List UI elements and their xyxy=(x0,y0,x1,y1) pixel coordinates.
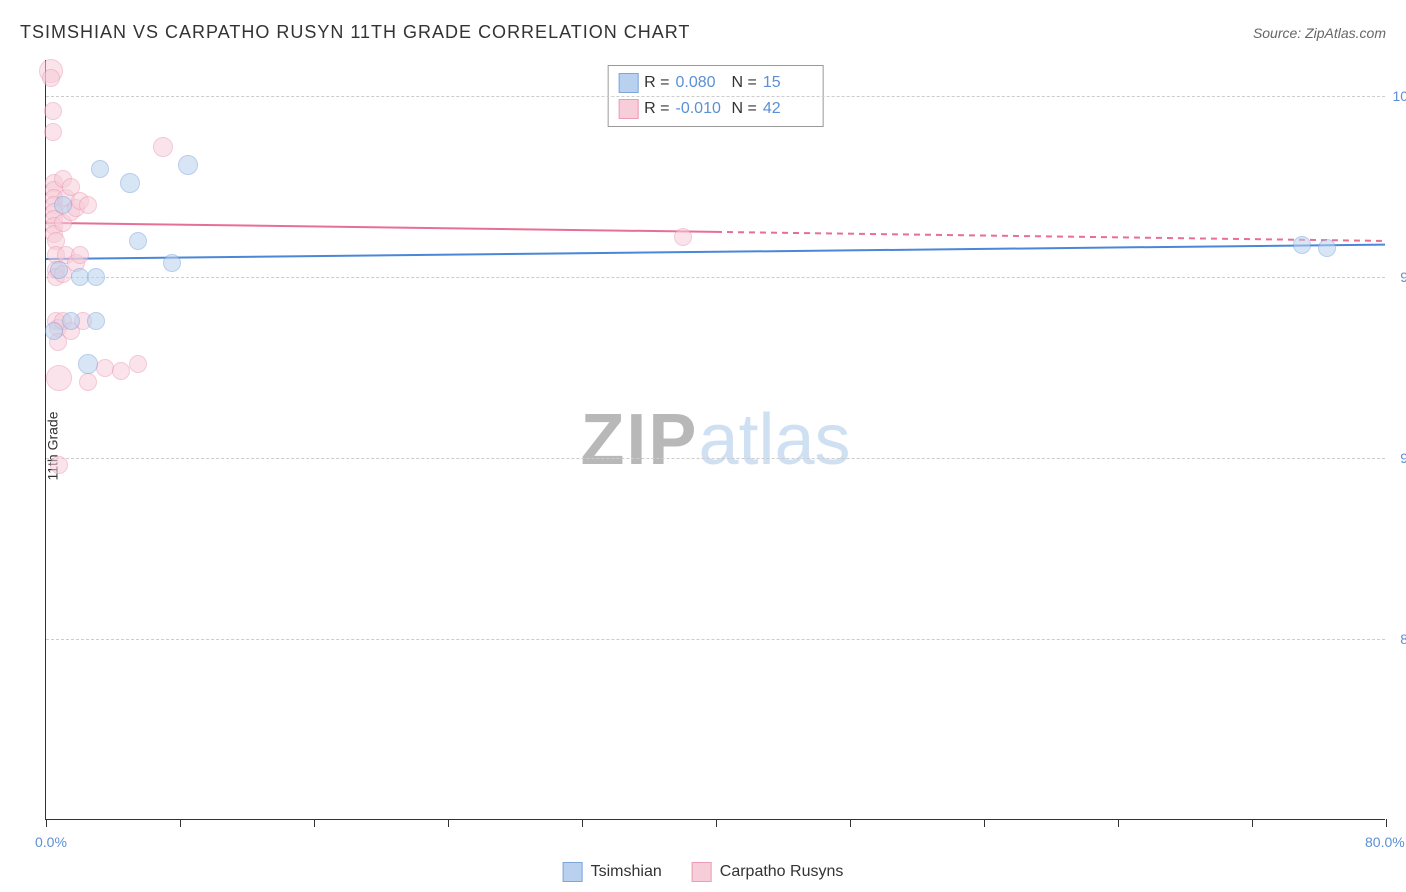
x-tick xyxy=(180,819,181,827)
swatch-series1 xyxy=(618,73,638,93)
scatter-point-series2 xyxy=(79,196,97,214)
scatter-point-series2 xyxy=(129,355,147,373)
scatter-point-series1 xyxy=(50,261,68,279)
r-label-1: R = xyxy=(644,70,669,96)
stats-row-series2: R = -0.010 N = 42 xyxy=(618,96,813,122)
scatter-point-series2 xyxy=(153,137,173,157)
swatch-series2 xyxy=(618,99,638,119)
scatter-point-series2 xyxy=(46,365,72,391)
n-value-2: 42 xyxy=(763,96,813,122)
x-tick xyxy=(1118,819,1119,827)
r-label-2: R = xyxy=(644,96,669,122)
x-tick xyxy=(850,819,851,827)
legend-item-series1: Tsimshian xyxy=(563,862,662,882)
stats-row-series1: R = 0.080 N = 15 xyxy=(618,70,813,96)
plot-area: ZIPatlas R = 0.080 N = 15 R = -0.010 N =… xyxy=(45,60,1385,820)
watermark-part1: ZIP xyxy=(580,400,698,480)
watermark: ZIPatlas xyxy=(580,399,850,481)
x-tick xyxy=(314,819,315,827)
scatter-point-series1 xyxy=(1318,239,1336,257)
gridline xyxy=(46,96,1385,97)
y-tick-label: 100.0% xyxy=(1390,88,1406,104)
scatter-point-series2 xyxy=(42,69,60,87)
scatter-point-series1 xyxy=(45,322,63,340)
x-tick xyxy=(1386,819,1387,827)
x-tick xyxy=(448,819,449,827)
scatter-point-series2 xyxy=(44,123,62,141)
scatter-point-series1 xyxy=(87,312,105,330)
scatter-point-series2 xyxy=(44,102,62,120)
gridline xyxy=(46,277,1385,278)
trendline-series2-solid xyxy=(46,223,716,232)
bottom-legend: Tsimshian Carpatho Rusyns xyxy=(563,862,844,882)
n-label-1: N = xyxy=(732,70,757,96)
chart-header: TSIMSHIAN VS CARPATHO RUSYN 11TH GRADE C… xyxy=(20,22,1386,43)
scatter-point-series2 xyxy=(50,456,68,474)
scatter-point-series1 xyxy=(178,155,198,175)
watermark-part2: atlas xyxy=(698,400,850,480)
n-value-1: 15 xyxy=(763,70,813,96)
x-axis-max-label: 80.0% xyxy=(1365,834,1405,850)
x-tick xyxy=(984,819,985,827)
scatter-point-series1 xyxy=(78,354,98,374)
scatter-point-series1 xyxy=(62,312,80,330)
scatter-point-series2 xyxy=(674,228,692,246)
scatter-point-series1 xyxy=(129,232,147,250)
legend-swatch-series1 xyxy=(563,862,583,882)
trendline-series2-dashed xyxy=(716,232,1385,241)
x-axis-min-label: 0.0% xyxy=(35,834,67,850)
legend-swatch-series2 xyxy=(692,862,712,882)
scatter-point-series1 xyxy=(120,173,140,193)
y-tick-label: 90.0% xyxy=(1390,450,1406,466)
legend-label-series2: Carpatho Rusyns xyxy=(720,863,844,881)
x-tick xyxy=(46,819,47,827)
n-label-2: N = xyxy=(732,96,757,122)
x-tick xyxy=(1252,819,1253,827)
gridline xyxy=(46,639,1385,640)
scatter-point-series1 xyxy=(163,254,181,272)
x-tick xyxy=(582,819,583,827)
legend-label-series1: Tsimshian xyxy=(591,863,662,881)
scatter-point-series2 xyxy=(96,359,114,377)
chart-title: TSIMSHIAN VS CARPATHO RUSYN 11TH GRADE C… xyxy=(20,22,690,43)
scatter-point-series1 xyxy=(87,268,105,286)
scatter-point-series2 xyxy=(112,362,130,380)
gridline xyxy=(46,458,1385,459)
trendline-series1 xyxy=(46,245,1385,259)
r-value-1: 0.080 xyxy=(676,70,726,96)
legend-item-series2: Carpatho Rusyns xyxy=(692,862,844,882)
scatter-point-series1 xyxy=(54,196,72,214)
x-tick xyxy=(716,819,717,827)
trend-lines-svg xyxy=(46,60,1385,819)
scatter-point-series2 xyxy=(79,373,97,391)
r-value-2: -0.010 xyxy=(676,96,726,122)
scatter-point-series1 xyxy=(71,268,89,286)
scatter-point-series2 xyxy=(71,246,89,264)
y-tick-label: 85.0% xyxy=(1390,631,1406,647)
scatter-point-series1 xyxy=(91,160,109,178)
source-attribution: Source: ZipAtlas.com xyxy=(1253,25,1386,41)
scatter-point-series1 xyxy=(1293,236,1311,254)
y-tick-label: 95.0% xyxy=(1390,269,1406,285)
